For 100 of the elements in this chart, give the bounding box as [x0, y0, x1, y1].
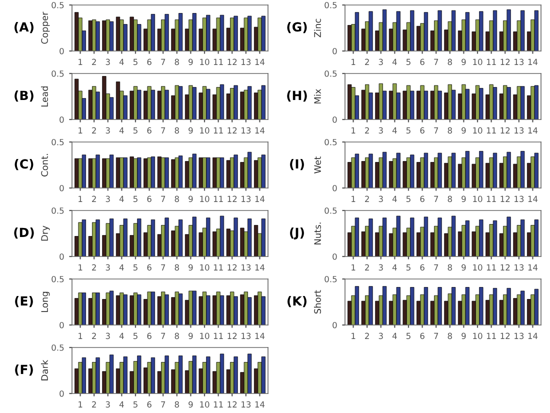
x-tick-label: 2	[92, 264, 96, 270]
bar	[452, 216, 456, 256]
bar	[216, 87, 220, 120]
bar	[216, 157, 220, 188]
x-tick-label: 1	[352, 332, 356, 339]
bar	[534, 10, 538, 51]
bar	[368, 11, 373, 51]
bar	[240, 294, 244, 325]
x-tick-label: 13	[242, 332, 251, 340]
bar	[220, 354, 224, 394]
bar	[248, 152, 252, 188]
x-tick-label: 14	[528, 264, 538, 270]
x-tick-label: 13	[514, 264, 524, 271]
bar	[452, 287, 456, 325]
bar	[150, 357, 156, 394]
bar	[147, 86, 152, 120]
x-tick-label: 6	[147, 196, 152, 202]
x-tick-label: 12	[500, 127, 510, 134]
bar	[492, 87, 498, 120]
bar	[206, 88, 210, 120]
y-tick-label: 0	[60, 390, 64, 397]
x-tick-label: 8	[174, 401, 179, 408]
text: (K)	[288, 296, 306, 308]
bar	[137, 356, 142, 394]
x-tick-label: 4	[119, 332, 124, 339]
bar	[378, 83, 383, 120]
x-tick-label: 5	[406, 332, 410, 340]
x-tick-label: 8	[448, 58, 452, 66]
bar	[178, 86, 183, 120]
bar	[368, 218, 373, 256]
y-axis-title: Mix	[314, 88, 321, 104]
bar	[396, 287, 400, 325]
x-tick-label: 13	[514, 127, 524, 134]
x-tick-label: 14	[255, 127, 265, 134]
y-axis-title: Dark	[40, 360, 48, 380]
bar	[234, 154, 238, 188]
x-tick-label: 2	[365, 264, 369, 270]
text: (H)	[287, 90, 307, 102]
bar	[479, 11, 484, 51]
x-tick-label: 11	[214, 401, 223, 408]
bar	[438, 10, 442, 51]
x-tick-label: 10	[473, 58, 482, 66]
y-axis-title: Dry	[41, 226, 50, 241]
x-tick-label: 7	[161, 58, 166, 65]
bar	[506, 216, 511, 256]
x-tick-label: 9	[462, 127, 466, 134]
x-tick-label: 5	[133, 196, 138, 202]
bar	[164, 218, 169, 256]
x-tick-label: 12	[500, 58, 510, 65]
x-tick-label: 6	[147, 401, 152, 408]
bar	[520, 10, 525, 51]
x-tick-label: 12	[500, 196, 510, 202]
bar	[392, 83, 397, 120]
x-tick-label: 6	[420, 264, 424, 271]
x-tick-label: 14	[255, 264, 265, 270]
x-tick-label: 5	[406, 58, 410, 66]
bar	[123, 218, 128, 256]
x-tick-label: 8	[174, 58, 179, 66]
x-tick-label: 12	[228, 127, 237, 134]
x-tick-label: 13	[242, 58, 251, 66]
y-tick-label: 0.5	[324, 2, 337, 8]
text: (I)	[290, 158, 304, 170]
bar	[396, 216, 400, 256]
x-tick-label: 3	[378, 127, 383, 134]
bar	[110, 218, 114, 256]
bar	[492, 10, 498, 51]
x-tick-label: 9	[188, 332, 193, 340]
bar	[234, 85, 238, 120]
bar	[351, 87, 356, 120]
x-tick-label: 7	[161, 196, 166, 202]
x-tick-label: 11	[486, 58, 496, 65]
x-tick-label: 14	[528, 58, 538, 65]
x-tick-label: 2	[92, 58, 96, 65]
x-tick-label: 1	[352, 264, 356, 270]
bar	[261, 16, 266, 51]
x-tick-label: 4	[392, 332, 397, 339]
x-tick-label: 3	[378, 196, 383, 202]
bar	[220, 216, 224, 256]
bar	[198, 157, 203, 188]
text: (J)	[290, 227, 304, 240]
bar	[164, 14, 169, 51]
bar	[479, 287, 484, 325]
x-tick-label: 8	[448, 264, 452, 271]
x-tick-label: 10	[200, 127, 210, 134]
y-tick-label: 0.5	[52, 276, 64, 282]
x-tick-label: 4	[119, 196, 124, 202]
y-tick-label: 0.5	[324, 138, 337, 146]
x-tick-label: 3	[106, 127, 110, 134]
x-tick-label: 4	[392, 264, 397, 270]
x-tick-label: 11	[486, 264, 496, 270]
bar	[465, 220, 470, 256]
bar	[220, 14, 224, 51]
x-tick-label: 8	[174, 264, 179, 271]
bar	[192, 290, 196, 325]
y-tick-label: 0.5	[324, 207, 337, 214]
bar	[147, 157, 152, 188]
x-tick-label: 7	[161, 401, 166, 408]
bar	[96, 219, 100, 256]
bar	[240, 228, 244, 256]
x-tick-label: 5	[133, 58, 138, 66]
